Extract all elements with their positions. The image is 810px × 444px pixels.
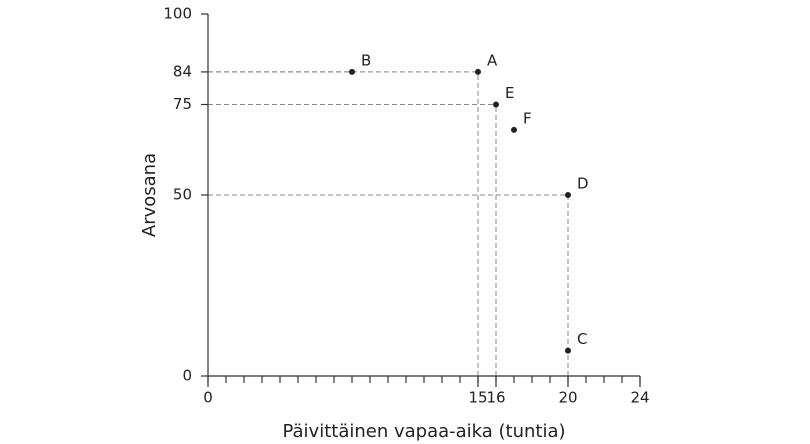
y-axis-title: Arvosana: [139, 153, 160, 237]
point-label: C: [577, 330, 587, 348]
point-label: B: [361, 51, 371, 69]
x-tick-label: 15: [468, 389, 487, 407]
x-tick-label: 20: [558, 389, 577, 407]
x-axis-title: Päivittäinen vapaa-aika (tuntia): [282, 421, 565, 442]
y-tick-label: 84: [173, 62, 192, 80]
point: [565, 192, 571, 198]
point: [493, 101, 499, 108]
point: [349, 68, 355, 75]
point-label: E: [505, 84, 514, 102]
point-label: F: [523, 109, 532, 127]
point-label: D: [577, 175, 589, 193]
y-tick-label: 75: [173, 95, 192, 113]
y-tick-label: 0: [182, 367, 192, 385]
point: [565, 347, 571, 354]
point: [511, 126, 517, 133]
x-tick-label: 0: [203, 389, 213, 407]
x-tick-label: 24: [630, 389, 649, 407]
point: [475, 68, 481, 75]
y-tick-label: 100: [163, 5, 192, 23]
y-tick-label: 50: [173, 186, 192, 204]
point-label: A: [487, 51, 498, 69]
x-tick-label: 16: [486, 389, 505, 407]
